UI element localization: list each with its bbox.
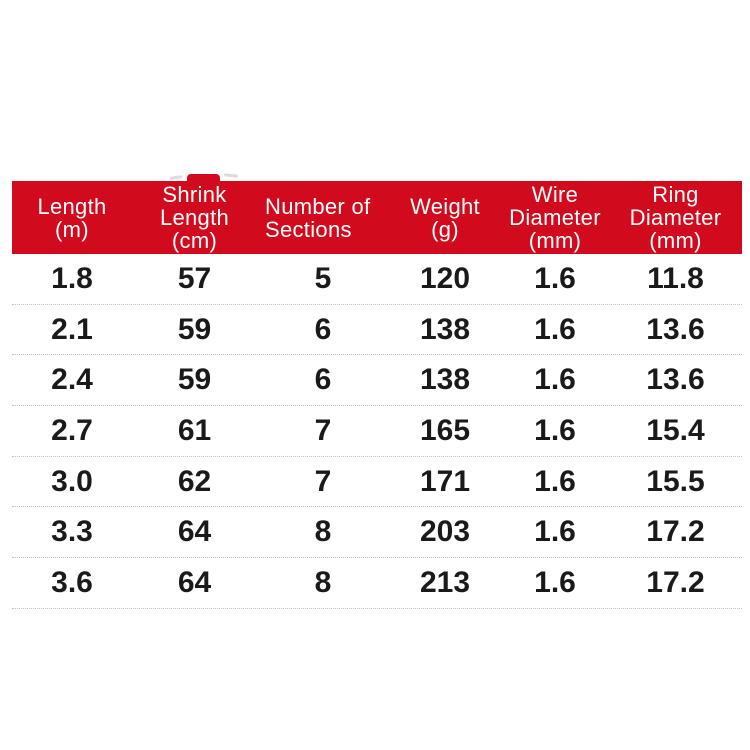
table-cell: 64 xyxy=(177,565,212,599)
table-cell: 1.6 xyxy=(534,565,576,599)
table-cell: 213 xyxy=(419,565,471,599)
table-cell: 1.6 xyxy=(534,312,576,346)
table-cell: 5 xyxy=(314,261,332,295)
table-cell: 6 xyxy=(314,363,332,397)
table-header-row: Length (m) Shrink Length (cm) Number of Se… xyxy=(12,181,742,254)
table-row: 3.3 64 8 203 1.6 17.2 xyxy=(12,507,742,559)
table-cell: 59 xyxy=(177,363,212,397)
table-row: 2.1 59 6 138 1.6 13.6 xyxy=(12,305,742,356)
table-cell: 62 xyxy=(177,464,212,498)
table-cell: 61 xyxy=(177,413,212,447)
table-row: 3.6 64 8 213 1.6 17.2 xyxy=(12,558,742,609)
table-cell: 171 xyxy=(419,464,471,498)
table-cell: 138 xyxy=(419,363,471,397)
table-cell: 13.6 xyxy=(646,312,705,346)
table-cell: 6 xyxy=(314,312,332,346)
table-cell: 7 xyxy=(314,464,332,498)
table-cell: 203 xyxy=(419,515,471,549)
column-header-sections: Number of Sections xyxy=(265,193,371,242)
table-cell: 57 xyxy=(177,261,212,295)
table-cell: 1.6 xyxy=(534,515,576,549)
table-cell: 7 xyxy=(314,413,332,447)
edit-artifact-bump xyxy=(187,174,220,184)
column-header-shrink-length: Shrink Length (cm) xyxy=(159,182,230,253)
column-header-length: Length (m) xyxy=(37,193,107,242)
table-row: 2.7 61 7 165 1.6 15.4 xyxy=(12,406,742,457)
table-cell: 138 xyxy=(419,312,471,346)
table-cell: 3.6 xyxy=(51,565,93,599)
table-cell: 1.8 xyxy=(51,261,93,295)
table-cell: 165 xyxy=(419,413,471,447)
table-row: 3.0 62 7 171 1.6 15.5 xyxy=(12,457,742,508)
table-cell: 15.4 xyxy=(646,413,705,447)
table-cell: 1.6 xyxy=(534,464,576,498)
table-cell: 3.3 xyxy=(51,515,93,549)
table-cell: 11.8 xyxy=(647,261,704,295)
edit-artifact-speck xyxy=(223,173,239,178)
table-cell: 1.6 xyxy=(534,363,576,397)
table-cell: 17.2 xyxy=(646,515,705,549)
table-cell: 15.5 xyxy=(646,464,705,498)
edit-artifact-speck xyxy=(169,175,183,180)
specification-table: Length (m) Shrink Length (cm) Number of Se… xyxy=(12,181,742,609)
column-header-ring-diameter: Ring Diameter (mm) xyxy=(629,182,722,253)
table-cell: 1.6 xyxy=(534,413,576,447)
table-row: 2.4 59 6 138 1.6 13.6 xyxy=(12,355,742,407)
table-cell: 2.4 xyxy=(51,363,93,397)
table-cell: 2.7 xyxy=(51,413,93,447)
column-header-wire-diameter: Wire Diameter (mm) xyxy=(509,182,601,253)
table-cell: 59 xyxy=(177,312,212,346)
table-cell: 1.6 xyxy=(534,261,576,295)
table-body: 1.8 57 5 120 1.6 11.8 2.1 59 6 138 1.6 13.6 2.4 59 6 13… xyxy=(12,254,742,609)
table-cell: 13.6 xyxy=(646,363,705,397)
table-cell: 8 xyxy=(314,515,332,549)
table-cell: 8 xyxy=(314,565,332,599)
table-cell: 64 xyxy=(177,515,212,549)
table-cell: 120 xyxy=(419,261,471,295)
table-cell: 3.0 xyxy=(51,464,93,498)
table-cell: 2.1 xyxy=(51,312,93,346)
column-header-weight: Weight (g) xyxy=(410,193,480,242)
table-cell: 17.2 xyxy=(646,565,705,599)
table-row: 1.8 57 5 120 1.6 11.8 xyxy=(12,254,742,305)
